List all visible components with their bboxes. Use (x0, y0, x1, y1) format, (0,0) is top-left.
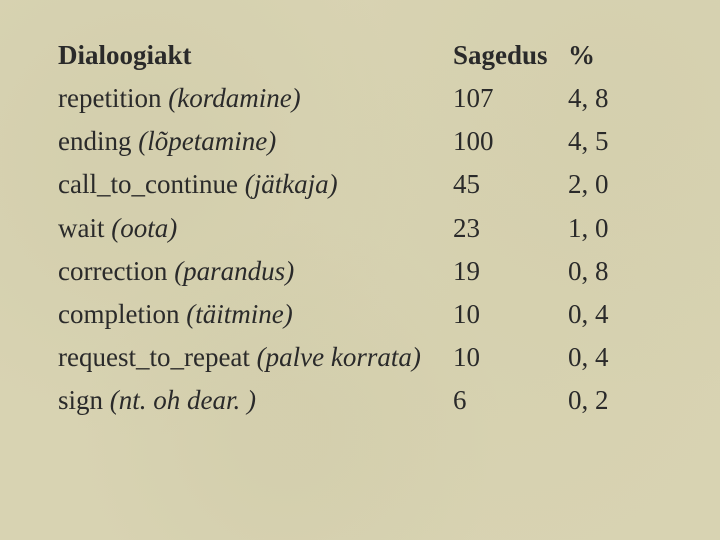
act-estonian: (parandus) (174, 256, 294, 286)
cell-act: call_to_continue (jätkaja) (58, 163, 453, 206)
header-dialoogiakt: Dialoogiakt (58, 34, 453, 77)
cell-act: completion (täitmine) (58, 293, 453, 336)
cell-freq: 23 (453, 207, 568, 250)
cell-freq: 100 (453, 120, 568, 163)
act-estonian: (lõpetamine) (138, 126, 276, 156)
table-row: sign (nt. oh dear. ) 6 0, 2 (58, 379, 658, 422)
table-row: call_to_continue (jätkaja) 45 2, 0 (58, 163, 658, 206)
act-english: sign (58, 385, 103, 415)
act-estonian: (kordamine) (168, 83, 300, 113)
act-english: correction (58, 256, 167, 286)
table-header-row: Dialoogiakt Sagedus % (58, 34, 658, 77)
act-english: call_to_continue (58, 169, 238, 199)
act-estonian: (oota) (111, 213, 177, 243)
cell-act: wait (oota) (58, 207, 453, 250)
header-sagedus: Sagedus (453, 34, 568, 77)
cell-pct: 0, 2 (568, 379, 658, 422)
cell-act: repetition (kordamine) (58, 77, 453, 120)
cell-pct: 2, 0 (568, 163, 658, 206)
cell-pct: 0, 4 (568, 336, 658, 379)
header-percent: % (568, 34, 658, 77)
act-english: ending (58, 126, 132, 156)
cell-pct: 4, 8 (568, 77, 658, 120)
table-row: wait (oota) 23 1, 0 (58, 207, 658, 250)
act-english: completion (58, 299, 179, 329)
table-row: repetition (kordamine) 107 4, 8 (58, 77, 658, 120)
cell-act: ending (lõpetamine) (58, 120, 453, 163)
cell-act: correction (parandus) (58, 250, 453, 293)
act-english: wait (58, 213, 105, 243)
cell-pct: 0, 8 (568, 250, 658, 293)
cell-freq: 19 (453, 250, 568, 293)
slide-page: Dialoogiakt Sagedus % repetition (kordam… (0, 0, 720, 540)
table-row: completion (täitmine) 10 0, 4 (58, 293, 658, 336)
act-english: request_to_repeat (58, 342, 250, 372)
cell-pct: 4, 5 (568, 120, 658, 163)
table-row: request_to_repeat (palve korrata) 10 0, … (58, 336, 658, 379)
act-english: repetition (58, 83, 161, 113)
table-row: correction (parandus) 19 0, 8 (58, 250, 658, 293)
cell-freq: 45 (453, 163, 568, 206)
cell-freq: 10 (453, 336, 568, 379)
cell-pct: 1, 0 (568, 207, 658, 250)
cell-pct: 0, 4 (568, 293, 658, 336)
cell-freq: 10 (453, 293, 568, 336)
cell-act: request_to_repeat (palve korrata) (58, 336, 453, 379)
act-estonian: (täitmine) (186, 299, 292, 329)
act-estonian: (jätkaja) (245, 169, 338, 199)
dialogue-acts-table: Dialoogiakt Sagedus % repetition (kordam… (58, 34, 658, 422)
cell-freq: 6 (453, 379, 568, 422)
cell-act: sign (nt. oh dear. ) (58, 379, 453, 422)
cell-freq: 107 (453, 77, 568, 120)
table-row: ending (lõpetamine) 100 4, 5 (58, 120, 658, 163)
act-estonian: (palve korrata) (257, 342, 421, 372)
act-estonian: (nt. oh dear. ) (110, 385, 256, 415)
